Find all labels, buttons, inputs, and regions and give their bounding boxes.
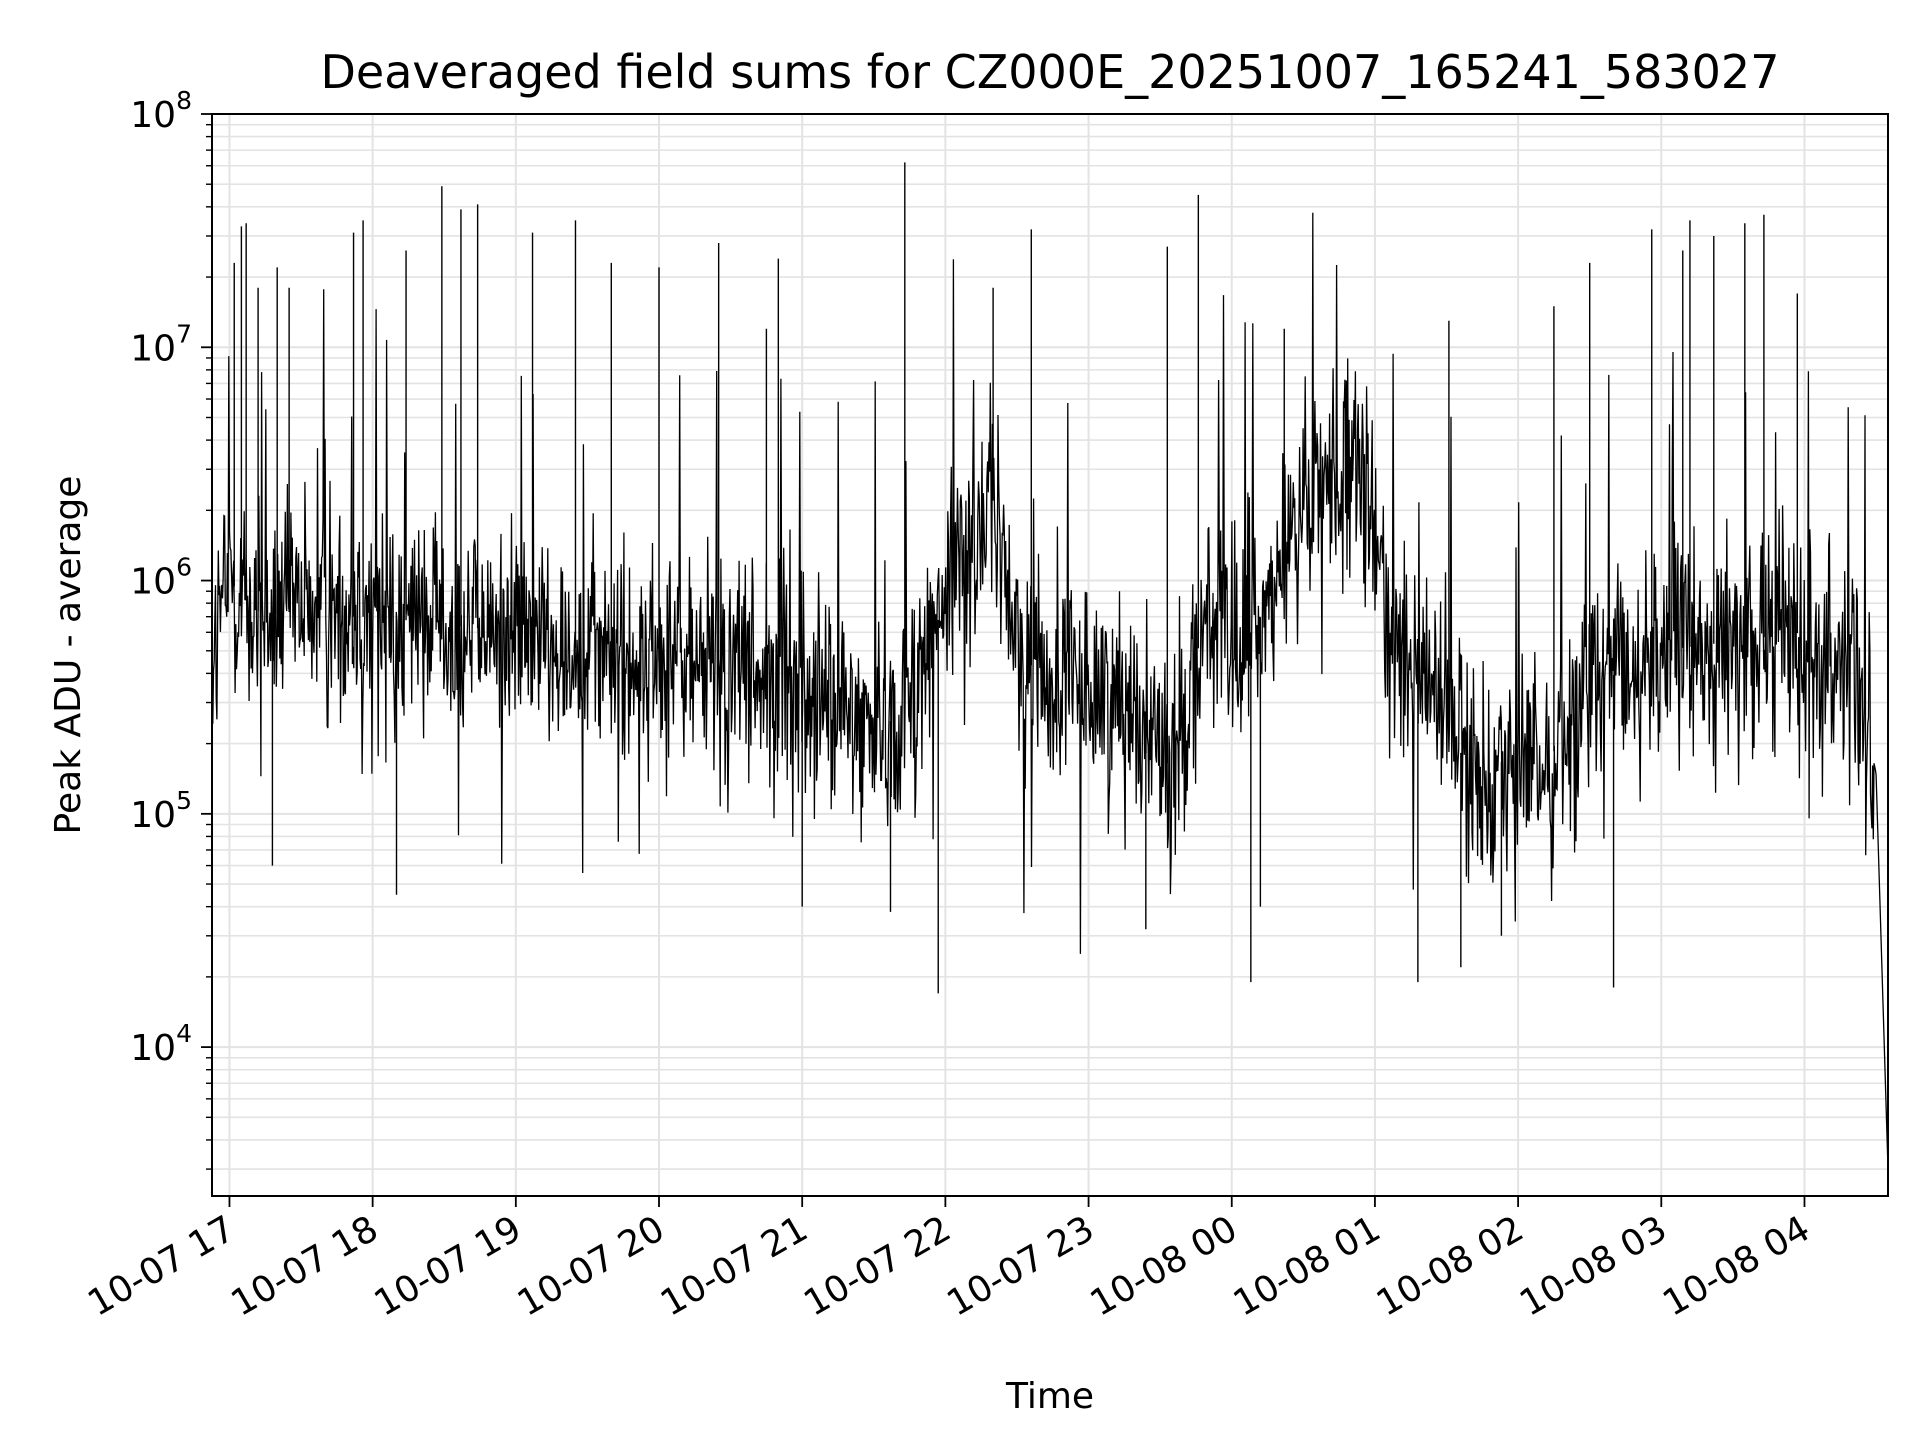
y-axis-label: Peak ADU - average <box>48 476 89 835</box>
y-axis-ticks: 104 105 106 107 108 <box>130 86 212 1170</box>
y-tick-label: 108 <box>130 86 192 136</box>
y-tick-label: 104 <box>130 1019 192 1069</box>
plot-data <box>212 162 1889 1170</box>
chart-title: Deaveraged field sums for CZ000E_2025100… <box>321 45 1780 99</box>
y-tick-label: 105 <box>130 786 192 836</box>
y-tick-label: 107 <box>130 319 192 369</box>
series-line <box>212 212 1889 1170</box>
y-tick-label: 106 <box>130 553 192 603</box>
x-axis-label: Time <box>1005 1376 1094 1417</box>
plot-frame <box>211 113 1889 1197</box>
